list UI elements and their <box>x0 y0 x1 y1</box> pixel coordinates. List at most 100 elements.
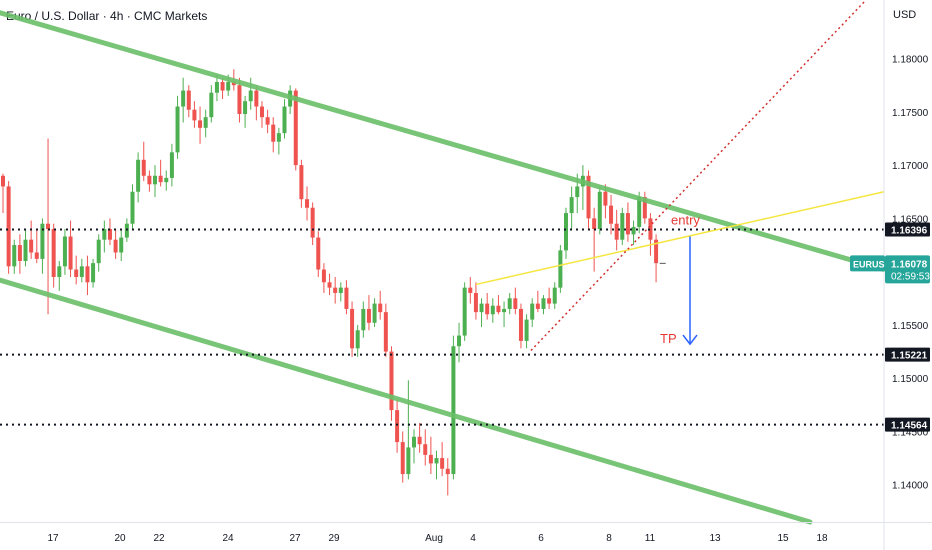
candle[interactable] <box>248 77 253 110</box>
channel-upper-line[interactable] <box>0 10 887 273</box>
candle[interactable] <box>147 170 152 192</box>
candle[interactable] <box>91 258 96 288</box>
candle[interactable] <box>203 109 208 138</box>
candle[interactable] <box>642 191 647 224</box>
candle[interactable] <box>265 109 270 134</box>
candle[interactable] <box>597 186 602 235</box>
candle[interactable] <box>558 245 563 293</box>
candle[interactable] <box>327 273 332 296</box>
candle[interactable] <box>276 127 281 155</box>
candle[interactable] <box>586 170 591 230</box>
candle[interactable] <box>569 186 574 230</box>
candle[interactable] <box>12 239 17 274</box>
candle[interactable] <box>321 263 326 293</box>
candle[interactable] <box>333 276 338 304</box>
candle[interactable] <box>153 165 158 198</box>
candle[interactable] <box>158 159 163 187</box>
candle[interactable] <box>181 77 186 123</box>
candle[interactable] <box>29 220 34 259</box>
candle[interactable] <box>220 77 225 100</box>
candle[interactable] <box>51 223 56 288</box>
candle[interactable] <box>625 202 630 242</box>
candle[interactable] <box>490 298 495 323</box>
candle[interactable] <box>74 255 79 285</box>
candle[interactable] <box>631 220 636 246</box>
yellow-trend-line[interactable] <box>475 191 885 286</box>
candle[interactable] <box>175 95 180 159</box>
candle[interactable] <box>259 101 264 128</box>
candle[interactable] <box>614 209 619 251</box>
candle[interactable] <box>113 229 118 259</box>
candle[interactable] <box>473 282 478 320</box>
candle[interactable] <box>518 303 523 349</box>
candle[interactable] <box>502 301 507 328</box>
candle[interactable] <box>400 431 405 483</box>
candle[interactable] <box>428 436 433 475</box>
candle[interactable] <box>530 298 535 328</box>
candle[interactable] <box>102 220 107 253</box>
currency-label[interactable]: USD <box>893 9 917 21</box>
candle[interactable] <box>57 261 62 291</box>
candle[interactable] <box>17 234 22 274</box>
candle[interactable] <box>372 298 377 328</box>
candle[interactable] <box>237 77 242 123</box>
candle[interactable] <box>186 85 191 118</box>
candle[interactable] <box>62 229 67 275</box>
candle[interactable] <box>169 143 174 187</box>
candle[interactable] <box>355 324 360 357</box>
candle[interactable] <box>451 335 456 480</box>
candle[interactable] <box>468 276 473 304</box>
candle[interactable] <box>198 106 203 144</box>
candle[interactable] <box>271 117 276 153</box>
candle[interactable] <box>40 218 45 274</box>
candle[interactable] <box>417 422 422 453</box>
candle[interactable] <box>620 207 625 246</box>
candle[interactable] <box>141 141 146 182</box>
candle[interactable] <box>192 101 197 128</box>
candle[interactable] <box>462 282 467 341</box>
candle[interactable] <box>119 229 124 261</box>
candle[interactable] <box>305 186 310 221</box>
candle[interactable] <box>282 99 287 139</box>
candle[interactable] <box>513 287 518 315</box>
candle[interactable] <box>243 95 248 128</box>
candle[interactable] <box>85 255 90 296</box>
channel-lower-line[interactable] <box>0 277 813 525</box>
candle[interactable] <box>541 295 546 315</box>
candle[interactable] <box>350 301 355 357</box>
candle[interactable] <box>46 138 51 315</box>
candle[interactable] <box>23 229 28 267</box>
candle[interactable] <box>411 429 416 464</box>
candle[interactable] <box>507 292 512 315</box>
candle[interactable] <box>214 74 219 102</box>
candle[interactable] <box>479 298 484 328</box>
candle[interactable] <box>130 184 135 230</box>
candle[interactable] <box>445 458 450 496</box>
candle[interactable] <box>580 165 585 210</box>
candle[interactable] <box>485 292 490 320</box>
candle[interactable] <box>552 282 557 309</box>
candle[interactable] <box>310 202 315 246</box>
candle[interactable] <box>164 170 169 191</box>
candle[interactable] <box>434 450 439 480</box>
candle[interactable] <box>524 314 529 349</box>
candle[interactable] <box>564 207 568 259</box>
candle[interactable] <box>654 234 659 283</box>
candle[interactable] <box>1 173 5 214</box>
candle[interactable] <box>68 220 73 277</box>
candle[interactable] <box>389 346 394 421</box>
candle[interactable] <box>299 159 304 208</box>
candle[interactable] <box>366 295 371 331</box>
candle[interactable] <box>547 287 552 309</box>
candle[interactable] <box>406 380 411 480</box>
candle[interactable] <box>136 152 141 203</box>
candle[interactable] <box>107 218 112 246</box>
projection-dotted-line[interactable] <box>530 0 867 352</box>
candle[interactable] <box>209 85 214 123</box>
candle[interactable] <box>440 442 445 477</box>
candle[interactable] <box>344 280 349 315</box>
candle[interactable] <box>34 229 39 264</box>
candle[interactable] <box>378 290 383 320</box>
candle[interactable] <box>383 303 388 357</box>
